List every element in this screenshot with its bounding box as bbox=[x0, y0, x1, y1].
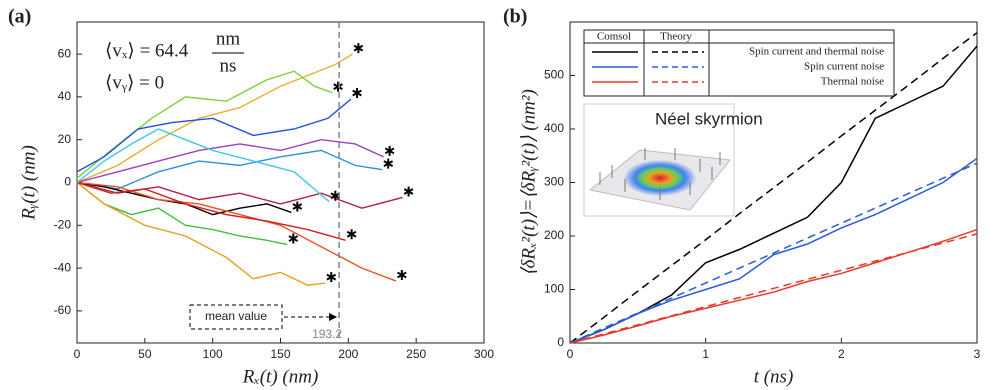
legend-label: Spin current noise bbox=[804, 61, 884, 73]
x-tick-label: 0 bbox=[74, 347, 81, 361]
x-tick-label: 3 bbox=[974, 347, 981, 361]
x-tick-label: 50 bbox=[138, 347, 152, 361]
x-axis-label: Rₓ(t) (nm) bbox=[242, 366, 319, 387]
x-tick-label: 250 bbox=[406, 347, 426, 361]
x-tick-label: 150 bbox=[270, 347, 290, 361]
series-line bbox=[76, 98, 352, 173]
legend-header: Theory bbox=[660, 31, 692, 43]
velocity-y: ⟨vᵧ⟩ = 0 bbox=[105, 72, 164, 93]
end-marker bbox=[330, 190, 341, 201]
legend-label: Thermal noise bbox=[821, 76, 884, 88]
y-axis-label: ⟨δRₓ²(t)⟩=⟨δRᵧ²(t)⟩ (nm²) bbox=[518, 89, 539, 276]
y-tick-label: 0 bbox=[557, 335, 564, 349]
panel-label: (b) bbox=[503, 6, 527, 28]
y-tick-label: 20 bbox=[58, 132, 72, 146]
end-marker bbox=[292, 201, 303, 212]
end-marker bbox=[326, 272, 337, 283]
series-line bbox=[569, 32, 978, 344]
x-axis-label: t (ns) bbox=[754, 366, 794, 387]
y-tick-label: 100 bbox=[544, 282, 564, 296]
y-axis-label: Rᵧ(t) (nm) bbox=[18, 145, 39, 221]
end-marker bbox=[352, 88, 362, 99]
y-tick-label: 400 bbox=[544, 121, 564, 135]
series-line bbox=[76, 149, 383, 190]
x-tick-label: 300 bbox=[474, 347, 494, 361]
mean-arrowhead bbox=[329, 313, 338, 321]
end-marker bbox=[353, 43, 364, 54]
series-line bbox=[569, 162, 978, 344]
mean-box bbox=[189, 304, 283, 330]
y-tick-label: -40 bbox=[54, 260, 72, 274]
end-marker bbox=[346, 229, 357, 240]
y-tick-label: 60 bbox=[58, 46, 72, 60]
x-tick-label: 200 bbox=[338, 347, 358, 361]
end-marker bbox=[396, 269, 407, 280]
legend-box bbox=[583, 29, 895, 97]
velocity-x: ⟨vₓ⟩ = 64.4 bbox=[105, 40, 189, 61]
series-line bbox=[76, 138, 384, 184]
mean-value-label: 193.2 bbox=[312, 327, 342, 341]
y-tick-label: 300 bbox=[544, 175, 564, 189]
end-marker bbox=[333, 81, 343, 92]
mean-label: mean value bbox=[205, 309, 267, 323]
series-line bbox=[569, 233, 978, 344]
series-line bbox=[76, 181, 326, 286]
inset-image bbox=[583, 103, 735, 217]
inset-title: Néel skyrmion bbox=[655, 109, 763, 128]
legend-header: Comsol bbox=[597, 31, 631, 43]
plot-frame bbox=[76, 21, 485, 344]
x-tick-label: 2 bbox=[838, 347, 845, 361]
legend-label: Spin current and thermal noise bbox=[749, 46, 884, 58]
x-tick-label: 0 bbox=[567, 347, 574, 361]
x-tick-label: 100 bbox=[203, 347, 223, 361]
velocity-unit: nm bbox=[216, 28, 241, 49]
series-line bbox=[76, 128, 330, 203]
velocity-unit: ns bbox=[220, 55, 237, 76]
end-marker bbox=[288, 233, 299, 244]
end-marker bbox=[403, 186, 414, 197]
panel-label: (a) bbox=[8, 6, 31, 28]
y-tick-label: 0 bbox=[64, 175, 71, 189]
series-line bbox=[569, 228, 978, 344]
y-tick-label: -20 bbox=[54, 217, 72, 231]
end-marker bbox=[383, 158, 394, 169]
end-marker bbox=[384, 145, 395, 156]
series-line bbox=[76, 181, 346, 241]
series-line bbox=[76, 53, 353, 184]
y-tick-label: -60 bbox=[54, 303, 72, 317]
x-tick-label: 1 bbox=[702, 347, 709, 361]
series-line bbox=[569, 157, 978, 344]
y-tick-label: 200 bbox=[544, 228, 564, 242]
series-line bbox=[76, 181, 403, 209]
y-tick-label: 500 bbox=[544, 68, 564, 82]
y-tick-label: 40 bbox=[58, 89, 72, 103]
